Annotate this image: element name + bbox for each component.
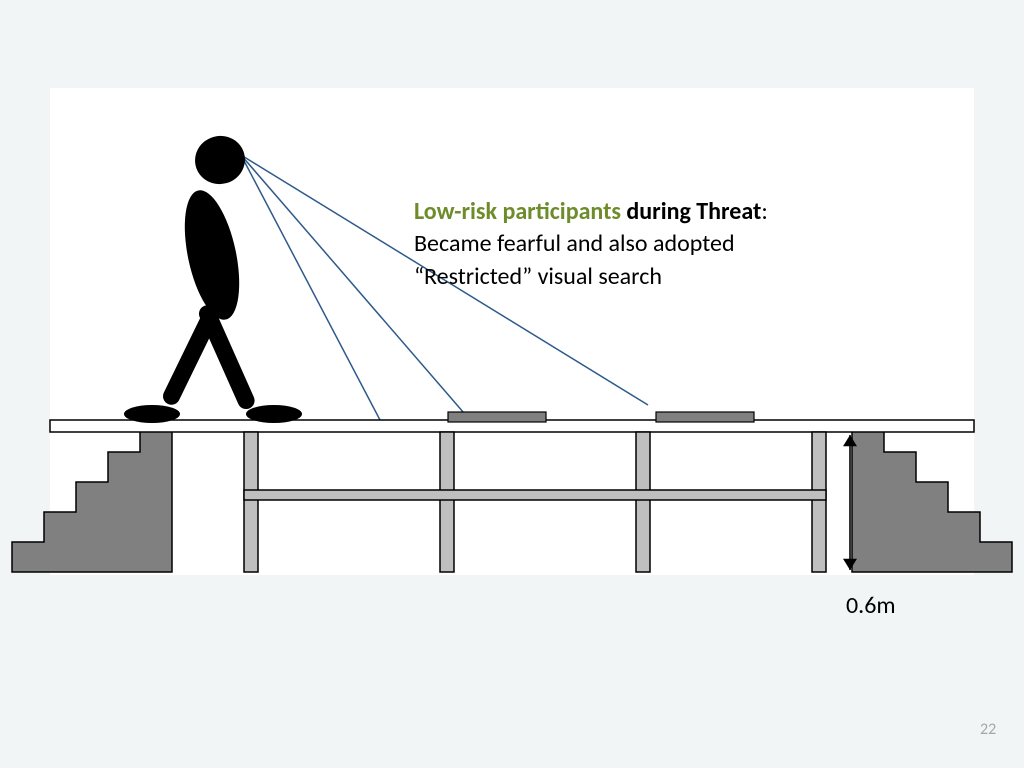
dimension-label: 0.6m [846, 590, 896, 622]
obstacle-0 [448, 412, 546, 422]
caption-block: Low-risk participants during Threat: Bec… [414, 196, 914, 293]
caption-line2: Became fearful and also adopted [414, 229, 735, 258]
caption-line3: “Restricted” visual search [414, 262, 662, 291]
inner-panel [50, 88, 974, 575]
figure-foot-front [246, 405, 302, 423]
post-0 [244, 432, 258, 572]
page-number: 22 [980, 720, 996, 739]
post-1 [440, 432, 454, 572]
obstacle-1 [656, 412, 754, 422]
post-3 [812, 432, 826, 572]
slide-root: Low-risk participants during Threat: Bec… [0, 0, 1024, 768]
caption-emphasis: Low-risk participants [414, 197, 621, 226]
figure-foot-back [124, 405, 180, 423]
diagram-svg [0, 0, 1024, 768]
caption-head: during Threat [621, 197, 761, 226]
post-2 [636, 432, 650, 572]
crossbar [244, 490, 826, 500]
caption-colon: : [761, 197, 767, 226]
